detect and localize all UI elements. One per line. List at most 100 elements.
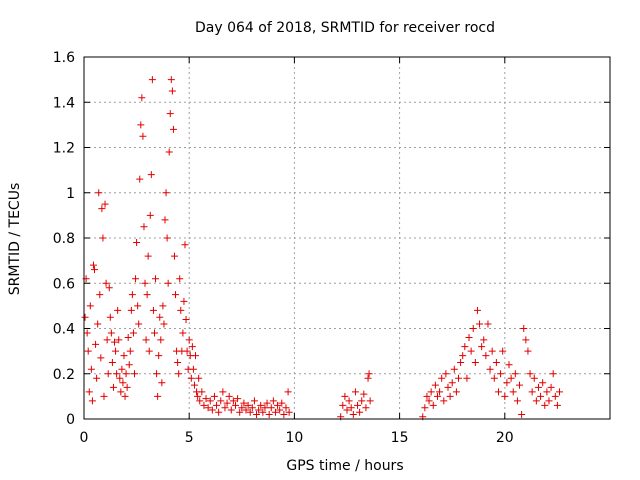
- data-point-marker: [189, 365, 197, 373]
- data-point-marker: [225, 392, 233, 400]
- data-point-marker: [478, 343, 486, 351]
- data-point-marker: [177, 306, 185, 314]
- data-point-marker: [450, 365, 458, 373]
- data-point-marker: [524, 347, 532, 355]
- data-point-marker: [122, 370, 130, 378]
- data-point-marker: [488, 347, 496, 355]
- data-point-marker: [166, 110, 174, 118]
- data-point-marker: [274, 401, 282, 409]
- data-point-marker: [114, 306, 122, 314]
- data-point-marker: [253, 410, 261, 418]
- data-point-marker: [351, 388, 359, 396]
- data-point-marker: [138, 94, 146, 102]
- data-point-marker: [556, 388, 564, 396]
- data-point-marker: [88, 397, 96, 405]
- data-point-marker: [473, 306, 481, 314]
- data-point-marker: [518, 410, 526, 418]
- data-point-marker: [87, 365, 95, 373]
- data-point-marker: [84, 347, 92, 355]
- data-point-marker: [511, 370, 519, 378]
- data-point-marker: [85, 388, 93, 396]
- data-point-marker: [490, 374, 498, 382]
- data-point-marker: [163, 234, 171, 242]
- data-point-marker: [486, 365, 494, 373]
- data-point-marker: [425, 397, 433, 405]
- data-point-marker: [282, 404, 290, 412]
- data-point-marker: [93, 374, 101, 382]
- data-point-marker: [125, 361, 133, 369]
- y-axis-label: SRMTID / TECUs: [7, 183, 23, 296]
- data-point-marker: [132, 275, 140, 283]
- data-point-marker: [459, 352, 467, 360]
- data-point-marker: [108, 358, 116, 366]
- data-point-marker: [135, 320, 143, 328]
- data-point-marker: [223, 399, 231, 407]
- data-point-marker: [136, 175, 144, 183]
- data-point-marker: [198, 388, 206, 396]
- x-tick-label: 15: [391, 430, 409, 446]
- y-tick-label: 0.2: [53, 367, 75, 383]
- data-point-marker: [139, 132, 147, 140]
- data-point-marker: [101, 200, 109, 208]
- data-point-marker: [238, 404, 246, 412]
- x-tick-label: 20: [496, 430, 514, 446]
- data-point-marker: [176, 275, 184, 283]
- data-point-marker: [137, 121, 145, 129]
- data-point-marker: [484, 320, 492, 328]
- data-point-marker: [229, 397, 237, 405]
- data-point-marker: [528, 388, 536, 396]
- data-point-marker: [185, 336, 193, 344]
- x-tick-label: 5: [185, 430, 194, 446]
- data-point-marker: [271, 408, 279, 416]
- data-point-marker: [145, 347, 153, 355]
- data-point-marker: [147, 171, 155, 179]
- data-point-marker: [97, 354, 105, 362]
- data-point-marker: [124, 334, 132, 342]
- data-point-marker: [285, 408, 293, 416]
- data-point-marker: [98, 205, 106, 213]
- data-point-marker: [461, 343, 469, 351]
- data-point-marker: [96, 291, 104, 299]
- data-point-marker: [246, 408, 254, 416]
- data-point-marker: [160, 320, 168, 328]
- data-point-marker: [105, 284, 113, 292]
- data-point-marker: [549, 370, 557, 378]
- data-point-marker: [179, 329, 187, 337]
- data-point-marker: [89, 261, 97, 269]
- y-tick-label: 0.6: [53, 276, 75, 292]
- data-point-marker: [520, 325, 528, 332]
- data-point-marker: [541, 401, 549, 409]
- chart-title: Day 064 of 2018, SRMTID for receiver roc…: [195, 20, 495, 36]
- data-point-marker: [457, 358, 465, 366]
- data-point-marker: [111, 338, 119, 346]
- data-point-marker: [210, 392, 218, 400]
- data-point-marker: [164, 279, 172, 287]
- data-point-marker: [276, 406, 284, 414]
- data-point-marker: [133, 239, 141, 247]
- data-point-marker: [365, 370, 373, 378]
- data-point-marker: [112, 347, 120, 355]
- data-point-marker: [165, 148, 173, 156]
- data-point-marker: [349, 410, 357, 418]
- data-point-marker: [467, 347, 475, 355]
- data-point-marker: [182, 315, 190, 323]
- data-point-marker: [215, 408, 223, 416]
- data-point-marker: [140, 223, 148, 231]
- data-point-marker: [516, 381, 524, 389]
- x-tick-label: 0: [80, 430, 89, 446]
- x-tick-label: 10: [285, 430, 303, 446]
- data-point-marker: [507, 374, 515, 382]
- data-point-marker: [86, 302, 94, 310]
- data-point-marker: [152, 275, 160, 283]
- y-tick-label: 0.8: [53, 231, 75, 247]
- data-point-marker: [95, 189, 103, 197]
- data-point-marker: [107, 329, 115, 337]
- data-point-marker: [240, 399, 248, 407]
- data-point-marker: [480, 336, 488, 344]
- data-point-marker: [128, 291, 136, 299]
- data-point-marker: [168, 87, 176, 95]
- data-point-marker: [200, 401, 208, 409]
- data-point-marker: [100, 392, 108, 400]
- data-point-marker: [126, 347, 134, 355]
- data-point-marker: [161, 216, 169, 224]
